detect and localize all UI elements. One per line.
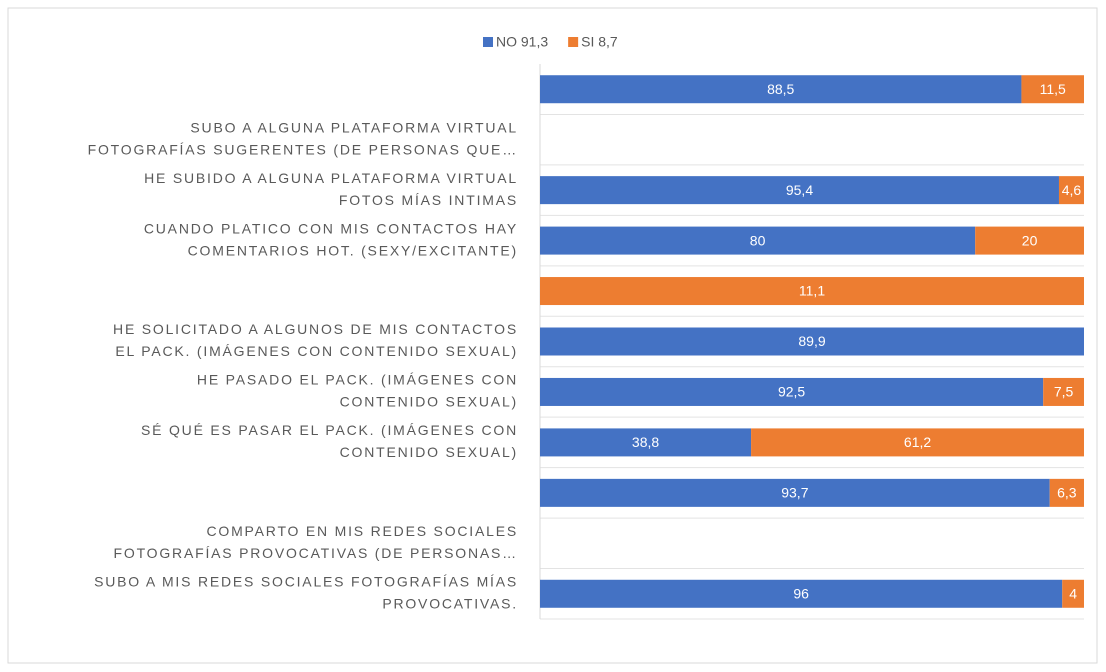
category-label: FOTOGRAFÍAS PROVOCATIVAS (DE PERSONAS… xyxy=(114,545,518,561)
category-label: HE PASADO EL PACK. (IMÁGENES CON xyxy=(197,372,518,388)
bar-segment xyxy=(540,377,1044,406)
category-label: SUBO A ALGUNA PLATAFORMA VIRTUAL xyxy=(190,119,518,135)
bar-segment xyxy=(540,478,1050,507)
category-label: FOTOS MÍAS INTIMAS xyxy=(339,192,518,208)
value-label: 96 xyxy=(793,585,809,601)
bar-segment xyxy=(540,75,1022,104)
value-label: 95,4 xyxy=(786,182,813,198)
bar-segment xyxy=(540,428,752,457)
value-label: 92,5 xyxy=(778,384,805,400)
category-label: HE SOLICITADO A ALGUNOS DE MIS CONTACTOS xyxy=(113,321,518,337)
category-label: COMENTARIOS HOT. (SEXY/EXCITANTE) xyxy=(188,242,518,258)
bar-segment xyxy=(1049,478,1084,507)
value-label: 89,9 xyxy=(798,333,825,349)
category-label: HE SUBIDO A ALGUNA PLATAFORMA VIRTUAL xyxy=(144,170,518,186)
category-label: PROVOCATIVAS. xyxy=(382,595,518,611)
value-label: 11,1 xyxy=(799,283,825,299)
bar-segment xyxy=(540,226,976,255)
category-label: FOTOGRAFÍAS SUGERENTES (DE PERSONAS QUE… xyxy=(88,141,518,157)
category-label: COMPARTO EN MIS REDES SOCIALES xyxy=(206,523,518,539)
bar-segment xyxy=(1062,579,1084,608)
value-label: 4,6 xyxy=(1062,182,1082,198)
category-label: CUANDO PLATICO CON MIS CONTACTOS HAY xyxy=(144,220,518,236)
bar-segment xyxy=(751,428,1084,457)
value-label: 4 xyxy=(1069,585,1077,601)
legend-label: NO 91,3 xyxy=(496,34,548,50)
bar-segment xyxy=(975,226,1084,255)
value-label: 38,8 xyxy=(632,434,659,450)
value-label: 6,3 xyxy=(1057,485,1077,501)
category-label: SUBO A MIS REDES SOCIALES FOTOGRAFÍAS MÍ… xyxy=(94,573,518,589)
legend-swatch xyxy=(483,37,493,47)
value-label: 80 xyxy=(750,232,766,248)
bar-segment xyxy=(1043,377,1084,406)
category-label: SÉ QUÉ ES PASAR EL PACK. (IMÁGENES CON xyxy=(141,422,518,438)
legend-label: SI 8,7 xyxy=(581,34,618,50)
value-label: 7,5 xyxy=(1054,384,1074,400)
bar-segment xyxy=(1021,75,1084,104)
value-label: 88,5 xyxy=(767,81,794,97)
bar-segment xyxy=(540,579,1063,608)
bar-segment xyxy=(540,327,1084,356)
legend-swatch xyxy=(568,37,579,47)
category-label: CONTENIDO SEXUAL) xyxy=(340,394,518,410)
category-label: CONTENIDO SEXUAL) xyxy=(340,444,518,460)
value-label: 11,5 xyxy=(1040,81,1066,97)
value-label: 20 xyxy=(1022,232,1038,248)
bar-segment xyxy=(540,277,1084,306)
value-label: 61,2 xyxy=(904,434,931,450)
value-label: 93,7 xyxy=(781,485,808,501)
bar-segment xyxy=(1058,176,1084,205)
category-label: EL PACK. (IMÁGENES CON CONTENIDO SEXUAL) xyxy=(115,343,518,359)
bar-segment xyxy=(540,176,1059,205)
